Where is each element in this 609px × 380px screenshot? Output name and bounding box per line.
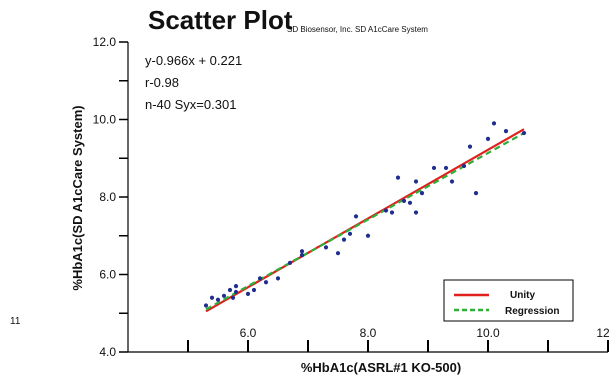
data-point [251, 287, 257, 293]
data-point [299, 253, 305, 258]
data-point [299, 249, 305, 254]
data-point [413, 210, 419, 215]
data-point [413, 179, 419, 184]
data-point [383, 208, 389, 213]
y-axis-label: %HbA1c(SD A1cCare System) [70, 105, 85, 290]
annotation-n-syx: n-40 Syx=0.301 [145, 97, 236, 112]
data-point [257, 276, 263, 281]
data-point [203, 303, 209, 308]
chart-subtitle: SD Biosensor, Inc. SD A1cCare System [287, 25, 428, 34]
data-point [341, 237, 347, 242]
data-point [395, 175, 401, 180]
data-point [335, 251, 341, 256]
data-point [287, 260, 293, 265]
annotation-equation: y-0.966x + 0.221 [145, 53, 242, 68]
data-point [443, 165, 449, 171]
data-point [233, 289, 239, 295]
data-point [485, 136, 491, 141]
legend-label-unity: Unity [510, 290, 535, 301]
y-tick-label: 12.0 [93, 35, 117, 49]
data-point [521, 130, 527, 136]
data-point [419, 191, 425, 196]
x-tick-label: 8.0 [360, 326, 377, 340]
data-point [431, 165, 437, 171]
data-point [221, 293, 227, 298]
data-point [353, 214, 359, 219]
chart-title: Scatter Plot [148, 5, 293, 35]
data-point [263, 280, 269, 285]
data-point [215, 297, 221, 302]
y-tick-label: 6.0 [99, 268, 116, 282]
data-point [245, 291, 251, 296]
annotation-r: r-0.98 [145, 75, 179, 90]
data-point [467, 144, 473, 149]
data-point [365, 233, 371, 238]
data-point [209, 295, 215, 300]
x-tick-label: 12.0 [596, 326, 609, 340]
data-point [407, 200, 413, 205]
data-point [473, 191, 479, 196]
data-point [323, 245, 329, 250]
x-tick-label: 6.0 [240, 326, 257, 340]
data-point [503, 129, 509, 134]
legend: Unity Regression [443, 279, 574, 322]
x-axis-label: %HbA1c(ASRL#1 KO-500) [301, 360, 461, 375]
data-point [389, 210, 395, 215]
data-point [275, 276, 281, 281]
y-tick-label: 4.0 [99, 345, 116, 359]
legend-box [443, 279, 574, 322]
data-point [401, 198, 407, 203]
x-tick-label: 10.0 [476, 326, 500, 340]
data-points [203, 121, 527, 308]
legend-label-regression: Regression [505, 306, 559, 317]
data-point [461, 163, 467, 169]
regression-annotations: y-0.966x + 0.221 r-0.98 n-40 Syx=0.301 [145, 53, 242, 112]
data-point [491, 121, 497, 126]
y-tick-label: 10.0 [93, 113, 117, 127]
y-tick-label: 8.0 [99, 190, 116, 204]
data-point [347, 231, 353, 236]
axes: 4.0 6.0 8.0 10.0 12.0 6.0 8.0 10.0 12.0 [93, 35, 609, 359]
data-point [230, 295, 236, 300]
data-point [449, 179, 455, 184]
data-point [227, 287, 233, 293]
data-point [233, 284, 239, 289]
side-note-number: 11 [10, 316, 21, 327]
